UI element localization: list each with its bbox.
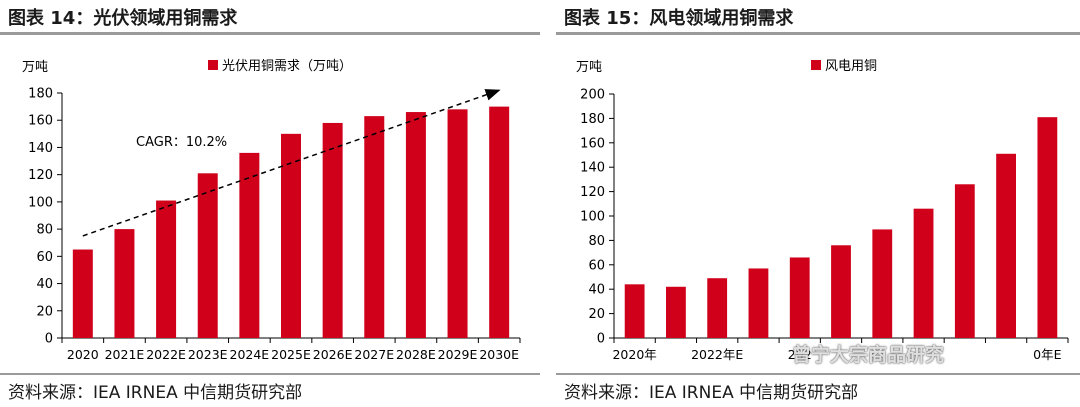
left-x-tick-label: 2021E: [105, 347, 145, 362]
left-legend: 光伏用铜需求（万吨）: [208, 59, 352, 74]
right-bar: [954, 184, 975, 338]
right-bar: [748, 268, 769, 338]
left-trend-arrow: [82, 89, 501, 237]
left-bar: [114, 229, 135, 338]
right-x-tick-label: 2022年E: [691, 347, 743, 362]
right-title-rule: [556, 32, 1080, 35]
right-figure-panel: 图表 15：风电领域用铜需求 万吨 风电用铜 0 20 40 60 80 100 120 140 1…: [556, 0, 1080, 407]
left-bar: [72, 249, 93, 338]
left-bar: [364, 116, 385, 338]
right-bar: [1037, 117, 1058, 339]
left-bar: [447, 109, 468, 338]
left-bar: [197, 173, 218, 338]
right-y-tick-label: 140: [580, 161, 605, 176]
left-chart: 万吨 光伏用铜需求（万吨） 0 20 40 60 80 100 120 140 160 180 2020…: [22, 59, 521, 362]
right-bar: [624, 284, 645, 338]
left-x-tick-label: 2022E: [146, 347, 186, 362]
left-figure-panel: 图表 14：光伏领域用铜需求 万吨 光伏用铜需求（万吨） 0 20 40 60 80 100 1…: [0, 8, 540, 403]
right-y-tick-label: 40: [588, 283, 605, 298]
right-bar: [789, 257, 810, 338]
right-y-tick-label: 160: [580, 136, 605, 151]
left-cagr-annotation: CAGR：10.2%: [136, 135, 227, 150]
left-unit-label: 万吨: [22, 60, 48, 75]
left-y-tick-label: 20: [36, 304, 53, 319]
left-y-tick-label: 60: [36, 250, 53, 265]
right-source-note: 资料来源：IEA IRNEA 中信期货研究部: [564, 383, 859, 403]
left-title-rule: [0, 32, 540, 35]
right-y-tick-label: 100: [580, 210, 605, 225]
right-y-tick-label: 120: [580, 185, 605, 200]
left-bar: [489, 106, 510, 338]
right-x-tick-label: 2020年: [612, 347, 656, 362]
left-y-tick-label: 120: [28, 168, 53, 183]
right-y-tick-label: 200: [580, 88, 605, 103]
right-source-rule: [556, 373, 1080, 375]
left-y-tick-label: 100: [28, 195, 53, 210]
left-x-tick-label: 2028E: [396, 347, 436, 362]
right-legend: 风电用铜: [811, 59, 877, 74]
right-bar: [666, 286, 686, 338]
left-x-tick-label: 2026E: [313, 347, 353, 362]
right-bar: [872, 229, 893, 338]
left-y-tick-label: 160: [28, 114, 53, 129]
right-bar: [913, 208, 934, 338]
right-chart: 万吨 风电用铜 0 20 40 60 80 100 120 140 160 180 200 2020年 20…: [576, 59, 1069, 362]
right-y-tick-label: 60: [588, 258, 605, 273]
left-x-tick-label: 2030E: [479, 347, 519, 362]
watermark-text: 曾宁大宗商品研究: [792, 344, 945, 366]
left-source-note: 资料来源：IEA IRNEA 中信期货研究部: [8, 383, 303, 403]
left-bar: [239, 152, 260, 338]
right-legend-swatch: [811, 60, 821, 70]
left-y-tick-label: 80: [36, 223, 53, 238]
left-bar: [322, 122, 343, 338]
right-y-tick-label: 80: [588, 234, 605, 249]
right-unit-label: 万吨: [576, 60, 602, 75]
right-bar: [831, 245, 851, 338]
right-bar: [996, 153, 1016, 338]
left-legend-label: 光伏用铜需求（万吨）: [222, 59, 352, 74]
right-bar: [707, 278, 728, 338]
left-x-tick-label: 2020: [67, 347, 99, 362]
left-y-tick-label: 140: [28, 141, 53, 156]
left-y-tick-label: 40: [36, 277, 53, 292]
left-x-tick-label: 2027E: [354, 347, 394, 362]
right-y-tick-label: 0: [597, 332, 605, 347]
right-y-tick-label: 20: [588, 307, 605, 322]
left-legend-swatch: [208, 60, 218, 70]
left-bar: [281, 133, 301, 338]
right-x-tick-label: 202: [788, 347, 812, 362]
left-x-tick-label: 2024E: [230, 347, 270, 362]
right-x-tick-label: 0年E: [1033, 347, 1061, 362]
left-y-tick-label: 180: [28, 87, 53, 102]
right-y-tick-label: 180: [580, 112, 605, 127]
left-x-tick-label: 2029E: [438, 347, 478, 362]
left-x-tick-label: 2025E: [271, 347, 311, 362]
left-source-rule: [0, 373, 540, 375]
left-figure-title: 图表 14：光伏领域用铜需求: [8, 8, 238, 29]
left-bar: [405, 112, 426, 338]
right-figure-title: 图表 15：风电领域用铜需求: [564, 8, 794, 29]
left-y-tick-label: 0: [45, 332, 53, 347]
left-x-tick-label: 2023E: [188, 347, 228, 362]
left-bar: [156, 200, 177, 338]
right-legend-label: 风电用铜: [825, 59, 877, 74]
